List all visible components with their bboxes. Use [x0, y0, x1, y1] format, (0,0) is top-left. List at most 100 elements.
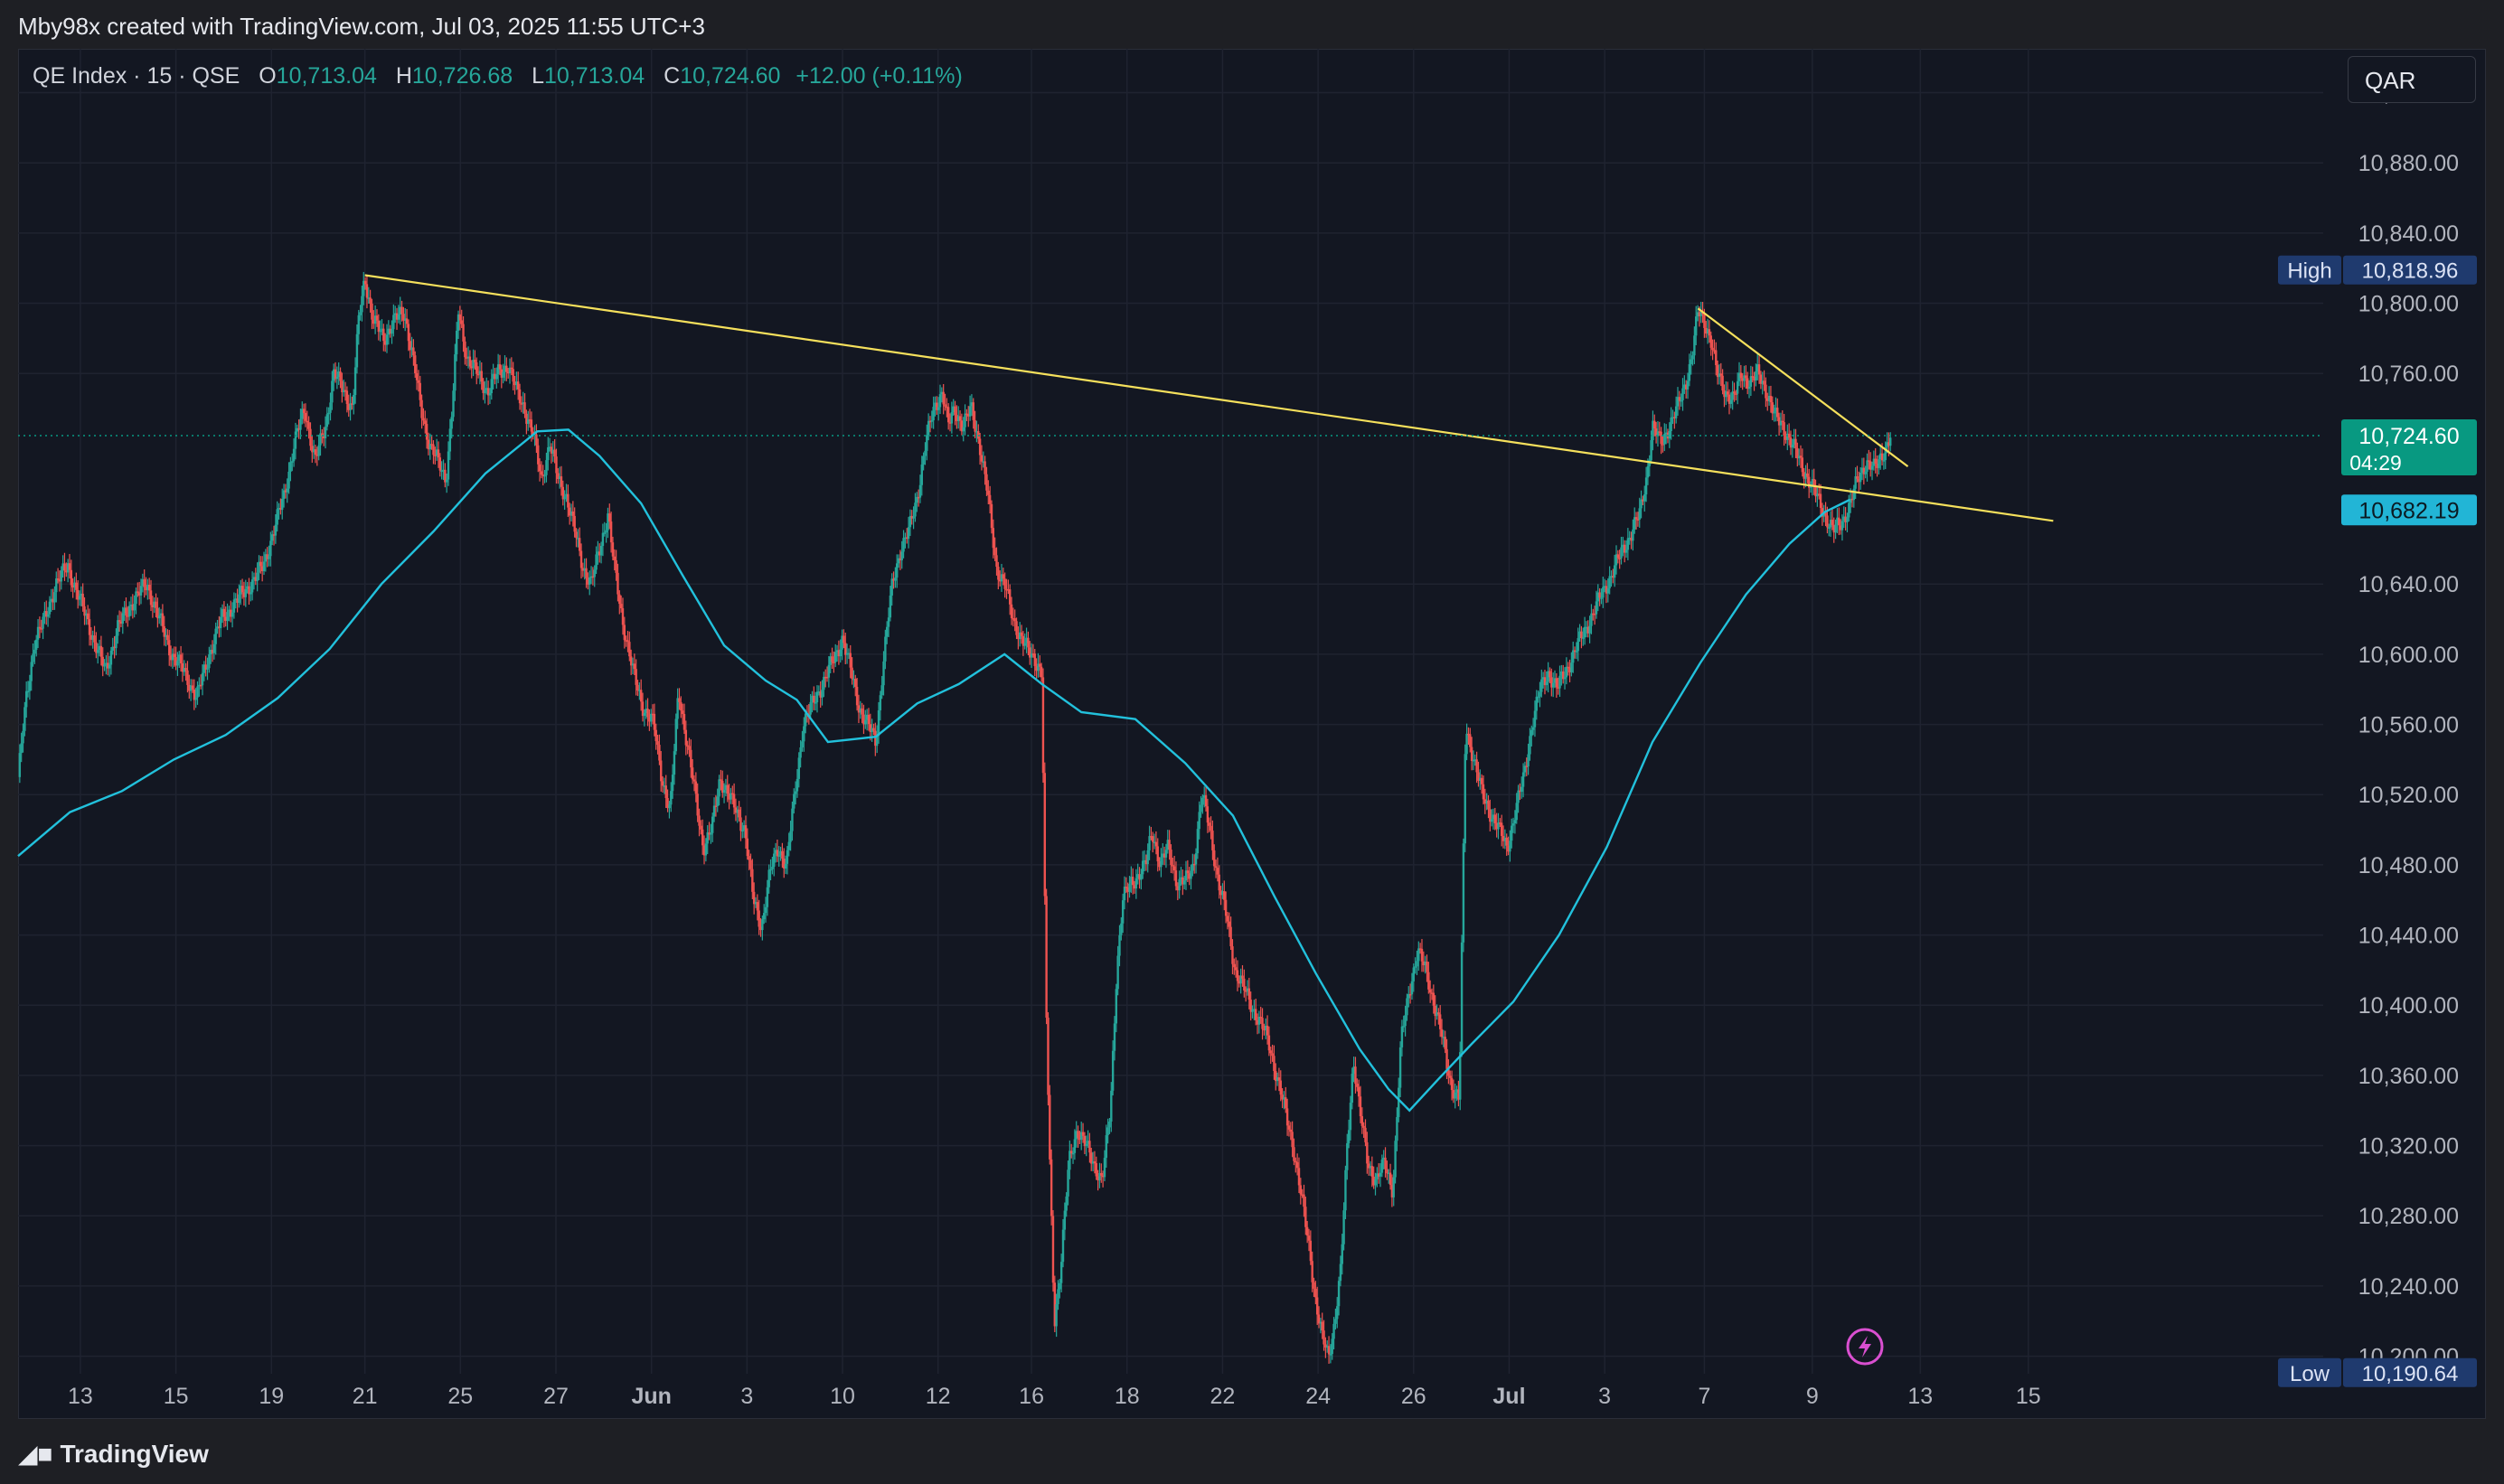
candle-body	[1489, 809, 1492, 822]
candle-body	[987, 490, 990, 495]
candle-body	[1136, 874, 1139, 878]
candle-body	[1198, 812, 1200, 830]
candle-body	[48, 601, 52, 615]
candle-body	[221, 608, 224, 617]
chart-panel[interactable]	[18, 49, 2486, 1419]
candle-body	[264, 554, 268, 562]
candle-body	[1699, 311, 1702, 316]
candle-body	[928, 420, 932, 423]
candle-body	[428, 444, 431, 450]
candle-body	[917, 496, 920, 499]
candle-body	[1163, 853, 1166, 858]
candle-body	[1254, 1009, 1257, 1020]
x-tick-label: 10	[830, 1384, 855, 1409]
candle-body	[1661, 444, 1664, 446]
candle-body	[169, 655, 173, 661]
candle-body	[1392, 1177, 1395, 1198]
candle-body	[968, 406, 972, 417]
candle-body	[1525, 765, 1528, 767]
candle-body	[1007, 589, 1010, 591]
candle-body	[1075, 1131, 1078, 1140]
candle-body	[952, 406, 955, 413]
candle-body	[1030, 653, 1033, 658]
candle-body	[1756, 364, 1759, 371]
candle-body	[1131, 877, 1134, 886]
candle-body	[1172, 866, 1176, 871]
candle-body	[1783, 422, 1785, 436]
candle-body	[937, 407, 940, 410]
candle-body	[302, 409, 306, 413]
candle-body	[254, 577, 258, 581]
candle-body	[635, 669, 637, 685]
candle-body	[575, 531, 578, 539]
candle-body	[1265, 1025, 1267, 1030]
candle-body	[108, 664, 111, 669]
candle-body	[1705, 327, 1708, 334]
candle-body	[1681, 388, 1684, 400]
lightning-icon[interactable]	[1846, 1328, 1884, 1366]
candle-body	[193, 689, 196, 700]
candle-body	[965, 413, 968, 416]
candle-body	[1473, 759, 1476, 761]
candle-body	[1557, 687, 1559, 689]
candle-body	[1234, 967, 1238, 971]
candle-body	[970, 402, 974, 407]
candle-body	[179, 654, 183, 663]
candle-body	[1436, 1012, 1438, 1017]
candle-body	[540, 471, 543, 475]
candle-body	[1158, 861, 1161, 868]
candle-body	[615, 559, 617, 573]
candle-body	[1472, 759, 1475, 762]
currency-button[interactable]: QAR	[2348, 56, 2476, 103]
candle-body	[654, 729, 657, 742]
candle-body	[404, 318, 407, 321]
candle-body	[801, 741, 804, 747]
candle-body	[522, 402, 524, 404]
candle-body	[1144, 859, 1148, 865]
candle-body	[1110, 1090, 1113, 1122]
candle-body	[1541, 677, 1545, 680]
candle-body	[1293, 1147, 1295, 1161]
candle-body	[1535, 696, 1538, 711]
candle-body	[759, 926, 762, 931]
candle-body	[1450, 1077, 1454, 1091]
y-tick-label: 10,320.00	[2358, 1134, 2459, 1160]
candle-body	[1887, 442, 1890, 446]
candle-body	[1519, 790, 1521, 793]
candle-body	[274, 524, 278, 536]
candle-body	[681, 710, 684, 714]
candle-body	[123, 607, 126, 614]
candle-body	[1063, 1210, 1067, 1230]
tradingview-logo[interactable]: ◢■ TradingView	[18, 1439, 209, 1469]
x-tick-label: 24	[1305, 1384, 1331, 1409]
candle-body	[1822, 512, 1825, 517]
candle-body	[1623, 544, 1626, 553]
candle-body	[995, 555, 998, 568]
candle-body	[732, 794, 736, 808]
attribution: Mby98x created with TradingView.com, Jul…	[18, 13, 705, 40]
y-tick-label: 10,360.00	[2358, 1064, 2459, 1089]
candle-body	[1596, 592, 1599, 602]
candle-body	[1859, 473, 1862, 483]
candle-body	[508, 367, 512, 373]
candle-body	[292, 448, 296, 462]
candle-body	[1351, 1073, 1353, 1104]
candle-body	[355, 333, 359, 368]
candle-body	[259, 561, 262, 567]
candle-body	[1483, 799, 1487, 804]
candle-body	[321, 433, 324, 437]
symbol-label[interactable]: QE Index · 15 · QSE	[33, 63, 240, 89]
x-tick-label: 27	[543, 1384, 569, 1409]
candle-body	[1369, 1166, 1372, 1169]
candle-body	[78, 596, 81, 600]
candle-body	[1608, 576, 1611, 589]
candle-body	[1285, 1097, 1287, 1109]
candle-body	[1616, 554, 1620, 559]
candle-body	[1605, 586, 1608, 594]
candle-body	[391, 329, 393, 334]
candle-body	[1640, 499, 1643, 509]
x-tick-label: 9	[1806, 1384, 1819, 1409]
candle-body	[738, 809, 740, 818]
candle-body	[1572, 650, 1575, 663]
